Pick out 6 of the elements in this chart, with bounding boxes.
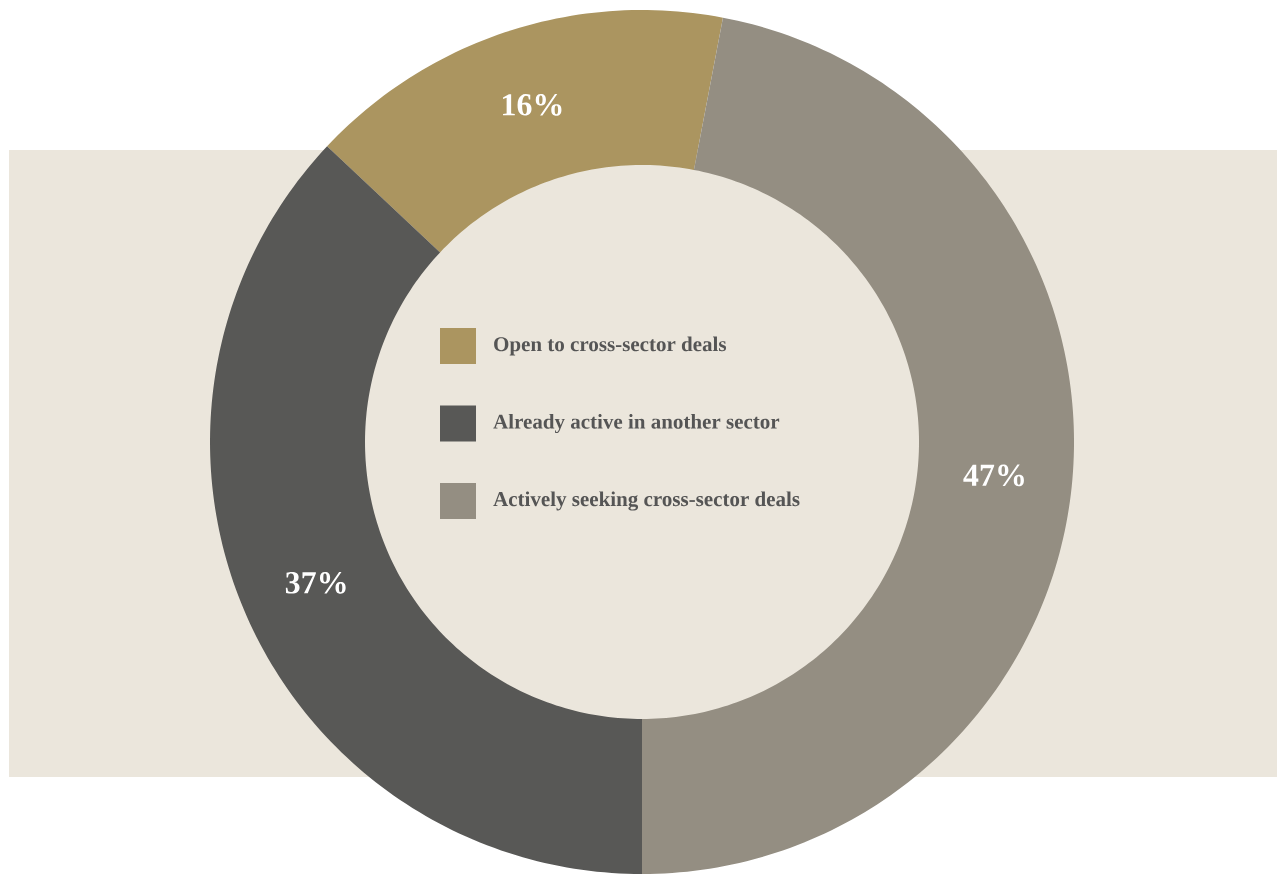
data-label: 47% — [963, 464, 1024, 487]
legend-label: Actively seeking cross-sector deals — [493, 491, 800, 511]
data-label: 37% — [285, 571, 346, 594]
data-label: 16% — [503, 94, 562, 116]
legend-label: Open to cross-sector deals — [494, 336, 727, 356]
legend-label: Already active in another sector — [493, 413, 780, 434]
